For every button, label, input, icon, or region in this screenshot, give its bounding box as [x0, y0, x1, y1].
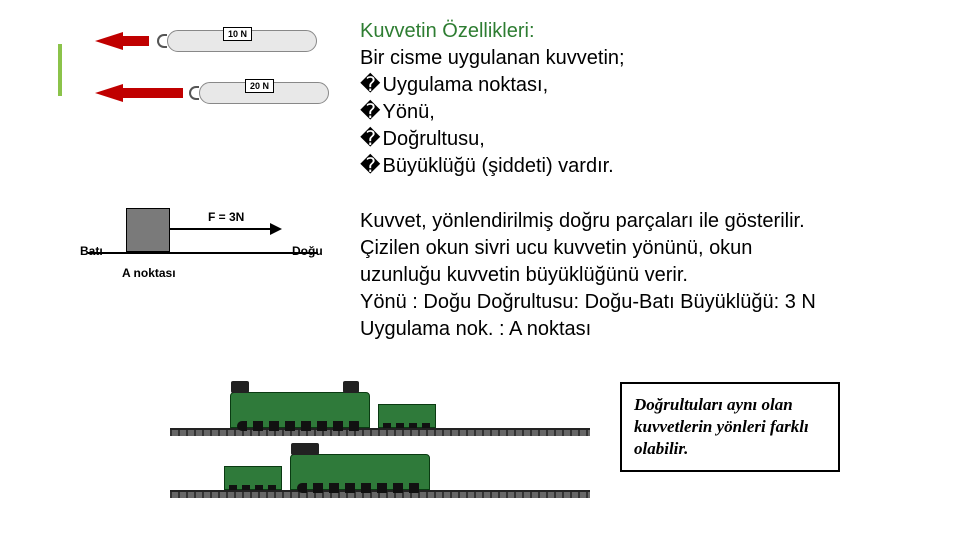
- track-icon: [170, 428, 590, 436]
- spring-label: 10 N: [223, 27, 252, 41]
- section1-text: Kuvvetin Özellikleri: Bir cisme uygulana…: [360, 18, 625, 180]
- spring-row-2: 20 N: [95, 72, 340, 116]
- bullet-item: Doğrultusu,: [360, 126, 625, 153]
- text-line: uzunluğu kuvvetin büyüklüğünü verir.: [360, 262, 816, 289]
- force-arrow-icon: [170, 228, 280, 230]
- text-line: Kuvvet, yönlendirilmiş doğru parçaları i…: [360, 208, 816, 235]
- point-label: A noktası: [122, 266, 176, 280]
- trains-figure: [170, 380, 590, 504]
- hook-icon: [157, 34, 167, 48]
- west-label: Batı: [80, 244, 103, 258]
- force-label: F = 3N: [208, 210, 244, 224]
- bullet-item: Büyüklüğü (şiddeti) vardır.: [360, 153, 625, 180]
- east-label: Doğu: [292, 244, 323, 258]
- train-row-right: [170, 380, 590, 436]
- hook-icon: [189, 86, 199, 100]
- spring-row-1: 10 N: [95, 20, 340, 64]
- locomotive-icon: [230, 392, 370, 428]
- train-row-left: [170, 442, 590, 498]
- text-line: Uygulama nok. : A noktası: [360, 316, 816, 343]
- box-icon: [126, 208, 170, 252]
- locomotive-icon: [290, 454, 430, 490]
- spring-scales-figure: 10 N 20 N: [95, 20, 340, 124]
- section2-text: Kuvvet, yönlendirilmiş doğru parçaları i…: [360, 208, 816, 343]
- spring-label: 20 N: [245, 79, 274, 93]
- text-line: Çizilen okun sivri ucu kuvvetin yönünü, …: [360, 235, 816, 262]
- ground-line: [88, 252, 318, 254]
- arrow-shaft: [121, 88, 183, 98]
- arrow-head-icon: [95, 32, 123, 50]
- tender-icon: [224, 466, 282, 490]
- section1-intro: Bir cisme uygulanan kuvvetin;: [360, 45, 625, 72]
- accent-bar: [58, 44, 62, 96]
- arrow-shaft: [121, 36, 149, 46]
- text-line: Yönü : Doğu Doğrultusu: Doğu-Batı Büyükl…: [360, 289, 816, 316]
- section1-title: Kuvvetin Özellikleri:: [360, 18, 625, 45]
- bullet-item: Uygulama noktası,: [360, 72, 625, 99]
- bullet-item: Yönü,: [360, 99, 625, 126]
- note-box: Doğrultuları aynı olan kuvvetlerin yönle…: [620, 382, 840, 472]
- arrow-head-icon: [95, 84, 123, 102]
- tender-icon: [378, 404, 436, 428]
